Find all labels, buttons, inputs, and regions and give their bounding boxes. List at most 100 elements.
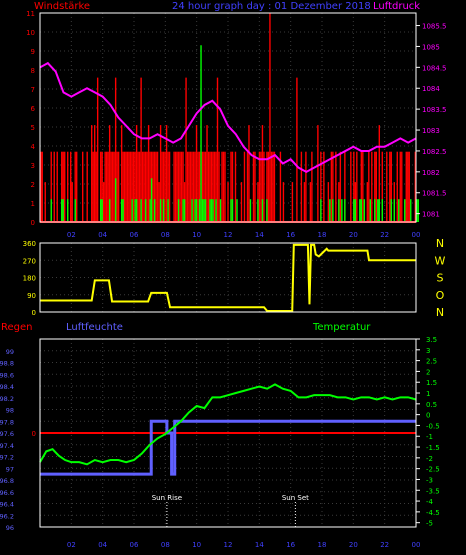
x-tick-label: 00 (412, 541, 421, 549)
x-tick-label: 00 (412, 231, 421, 239)
x-tick-label: 20 (349, 231, 358, 239)
temperature-tick-label: -1.5 (426, 444, 440, 452)
x-tick-label: 18 (318, 231, 327, 239)
sun-event-label: Sun Set (282, 494, 309, 502)
chart-title: 24 hour graph day : 01 Dezember 2018 (172, 1, 371, 12)
humidity-tick-label: 98.6 (0, 371, 14, 379)
humidity-tick-label: 96.4 (0, 501, 14, 509)
x-tick-label: 16 (286, 541, 295, 549)
y-tick-label-right: 1081.5 (422, 190, 447, 198)
temperature-tick-label: 3 (426, 347, 430, 355)
x-tick-label: 10 (192, 231, 201, 239)
y-tick-label-left: 2 (31, 181, 35, 189)
x-tick-label: 02 (67, 231, 76, 239)
x-tick-label: 08 (161, 231, 170, 239)
compass-label: O (436, 289, 445, 302)
temperature-tick-label: 2.5 (426, 358, 437, 366)
y-tick-label-right: 1082.5 (422, 148, 447, 156)
x-tick-label: 10 (192, 541, 201, 549)
y-tick-label-left: 270 (23, 257, 36, 265)
temperature-tick-label: -4.5 (426, 509, 440, 517)
humidity-tick-label: 98 (6, 407, 14, 415)
wind-direction-line (40, 243, 416, 313)
y-tick-label-right: 1083 (422, 127, 440, 135)
compass-label: N (436, 306, 444, 319)
y-tick-label-left: 1 (31, 200, 35, 208)
temperature-tick-label: 2 (426, 368, 430, 376)
wind-pressure-panel: Windstärke 24 hour graph day : 01 Dezemb… (26, 1, 446, 239)
y-tick-label-left: 8 (31, 67, 35, 75)
sun-event-label: Sun Rise (152, 494, 182, 502)
temperature-tick-label: -1 (426, 433, 433, 441)
humidity-label: Luftfeuchte (66, 322, 123, 333)
x-tick-label: 02 (67, 541, 76, 549)
x-tick-label: 06 (130, 541, 139, 549)
x-tick-label: 04 (98, 541, 107, 549)
y-tick-label-right: 1083.5 (422, 106, 447, 114)
temperature-line (39, 383, 417, 466)
humidity-tick-label: 97 (6, 465, 14, 473)
x-tick-label: 14 (255, 541, 264, 549)
y-tick-label-right: 1084 (422, 85, 440, 93)
temperature-tick-label: 0 (426, 412, 430, 420)
x-tick-label: 18 (318, 541, 327, 549)
x-tick-label: 04 (98, 231, 107, 239)
humidity-tick-label: 98.8 (0, 360, 14, 368)
temperature-tick-label: 3.5 (426, 336, 437, 344)
humidity-tick-label: 96.6 (0, 489, 14, 497)
humidity-tick-label: 98.4 (0, 383, 14, 391)
x-tick-label: 12 (224, 231, 233, 239)
y-tick-label-left: 360 (23, 240, 36, 248)
temperature-tick-label: 0.5 (426, 401, 437, 409)
temperature-tick-label: -2.5 (426, 466, 440, 474)
humidity-tick-label: 97.8 (0, 418, 14, 426)
x-tick-label: 16 (286, 231, 295, 239)
y-tick-label-left: 9 (31, 48, 35, 56)
y-tick-label-left: 10 (26, 29, 35, 37)
pressure-label: Luftdruck (373, 1, 420, 12)
y-tick-label-left: 7 (31, 86, 35, 94)
humidity-tick-label: 97.2 (0, 454, 14, 462)
humidity-tick-label: 96 (6, 524, 14, 532)
wind-speed-label: Windstärke (34, 1, 90, 12)
compass-label: W (435, 254, 446, 267)
humidity-temperature-panel: Regen Luftfeuchte Temperatur Sun Rise Sun… (0, 322, 440, 549)
humidity-tick-label: 96.2 (0, 512, 14, 520)
temperature-tick-label: -3.5 (426, 487, 440, 495)
y-tick-label-left: 0 (31, 219, 35, 227)
temperature-tick-label: -4 (426, 498, 434, 506)
x-tick-label: 20 (349, 541, 358, 549)
y-tick-label-left: 4 (31, 143, 36, 151)
plot-frame (39, 12, 417, 223)
humidity-tick-label: 96.8 (0, 477, 14, 485)
y-tick-label-right: 1085 (422, 43, 440, 51)
y-tick-label-left: 6 (31, 105, 36, 113)
temperature-tick-label: 1.5 (426, 379, 437, 387)
x-tick-label: 06 (130, 231, 139, 239)
y-tick-label-left: 90 (27, 292, 36, 300)
x-tick-label: 22 (380, 541, 389, 549)
x-tick-label: 14 (255, 231, 264, 239)
x-tick-label: 08 (161, 541, 170, 549)
y-tick-label-right: 1085.5 (422, 23, 447, 31)
temperature-tick-label: 1 (426, 390, 430, 398)
humidity-tick-label: 97.6 (0, 430, 14, 438)
temperature-tick-label: -0.5 (426, 422, 440, 430)
humidity-tick-label: 99 (6, 348, 14, 356)
y-tick-label-right: 1082 (422, 169, 440, 177)
x-tick-label: 22 (380, 231, 389, 239)
y-tick-label-right: 1084.5 (422, 64, 447, 72)
pressure-line (39, 61, 417, 173)
temperature-tick-label: -5 (426, 520, 433, 528)
compass-label: S (437, 272, 444, 285)
rain-tick-label: 0 (32, 430, 36, 438)
y-tick-label-left: 5 (31, 124, 35, 132)
y-tick-label-right: 1081 (422, 211, 440, 219)
y-tick-label-left: 0 (32, 309, 36, 317)
humidity-tick-label: 97.4 (0, 442, 14, 450)
compass-label: N (436, 237, 444, 250)
rain-label: Regen (1, 322, 33, 333)
x-tick-label: 12 (224, 541, 233, 549)
